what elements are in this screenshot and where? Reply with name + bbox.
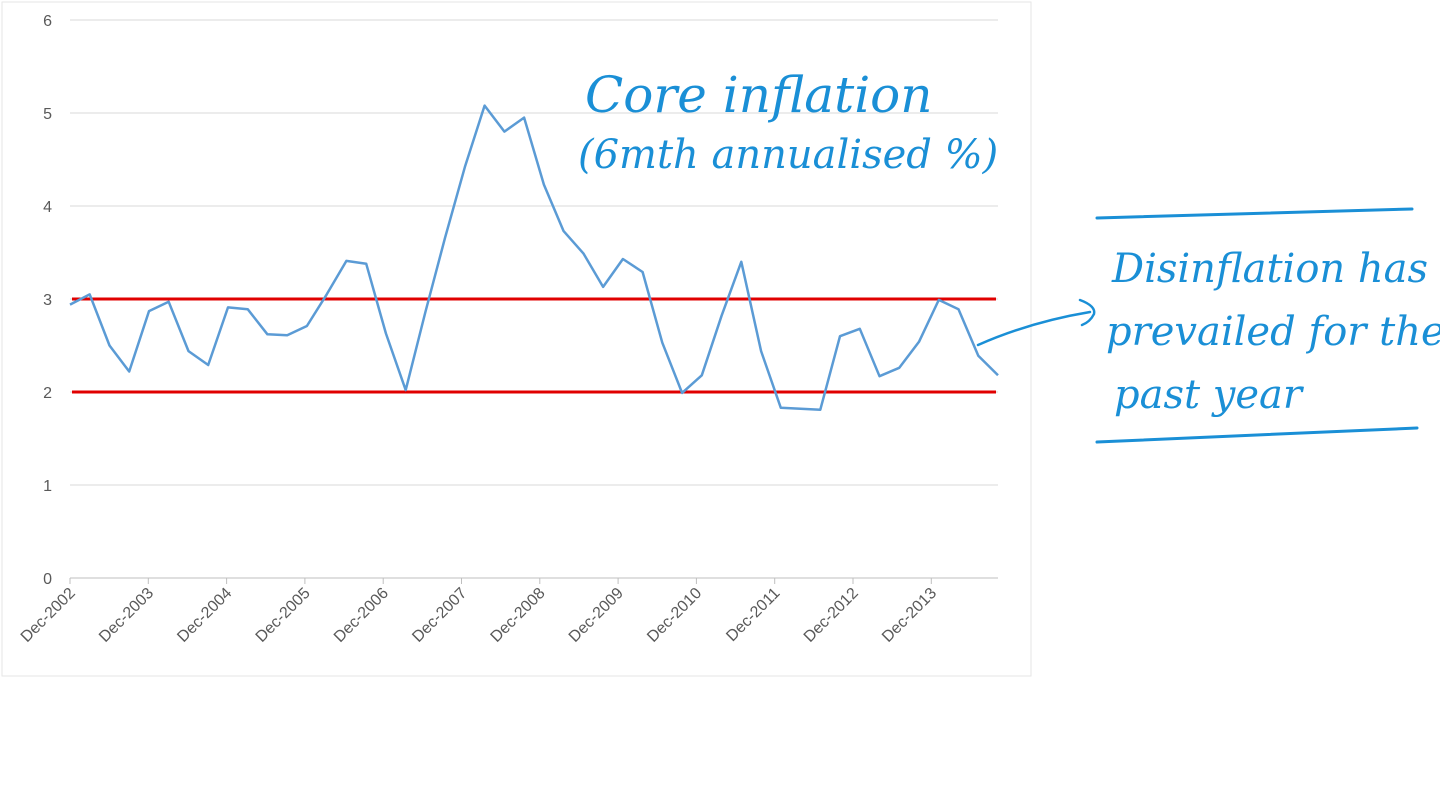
y-axis-ticks: 0 1 2 3 4 5 6: [43, 13, 52, 588]
x-axis: [69, 577, 998, 584]
annotation-note-line3: past year: [1114, 372, 1305, 418]
annotation-arrow-shaft: [976, 310, 1092, 347]
y-tick-label: 2: [43, 385, 52, 402]
annotation-arrow-head: [1078, 298, 1096, 327]
annotation-note-line1: Disinflation has: [1111, 246, 1428, 292]
series-line: [69, 104, 999, 411]
y-tick-label: 1: [43, 478, 52, 495]
reference-lines: [72, 297, 996, 394]
y-tick-label: 6: [43, 13, 52, 30]
y-tick-label: 0: [43, 571, 52, 588]
annotation-title-line2: (6mth annualised %): [578, 132, 998, 178]
annotation-note-line2: prevailed for the: [1106, 309, 1440, 355]
y-tick-label: 5: [43, 106, 52, 123]
y-tick-label: 3: [43, 292, 52, 309]
chart-area-border: [1, 1, 1032, 677]
annotation-top-rule: [1095, 207, 1414, 220]
y-tick-label: 4: [43, 199, 52, 216]
annotation-title-line1: Core inflation: [585, 66, 933, 124]
series-lines: [69, 104, 999, 411]
annotation-bottom-rule: [1095, 426, 1419, 444]
